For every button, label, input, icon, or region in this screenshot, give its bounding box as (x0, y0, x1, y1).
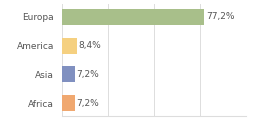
Bar (62, 9, 204, 25)
Bar (62, 66, 75, 82)
Text: 7,2%: 7,2% (76, 99, 99, 108)
Bar (62, 95, 75, 111)
Text: 7,2%: 7,2% (76, 70, 99, 79)
Text: 77,2%: 77,2% (206, 12, 234, 21)
Bar (62, 38, 77, 54)
Text: 8,4%: 8,4% (79, 41, 101, 50)
